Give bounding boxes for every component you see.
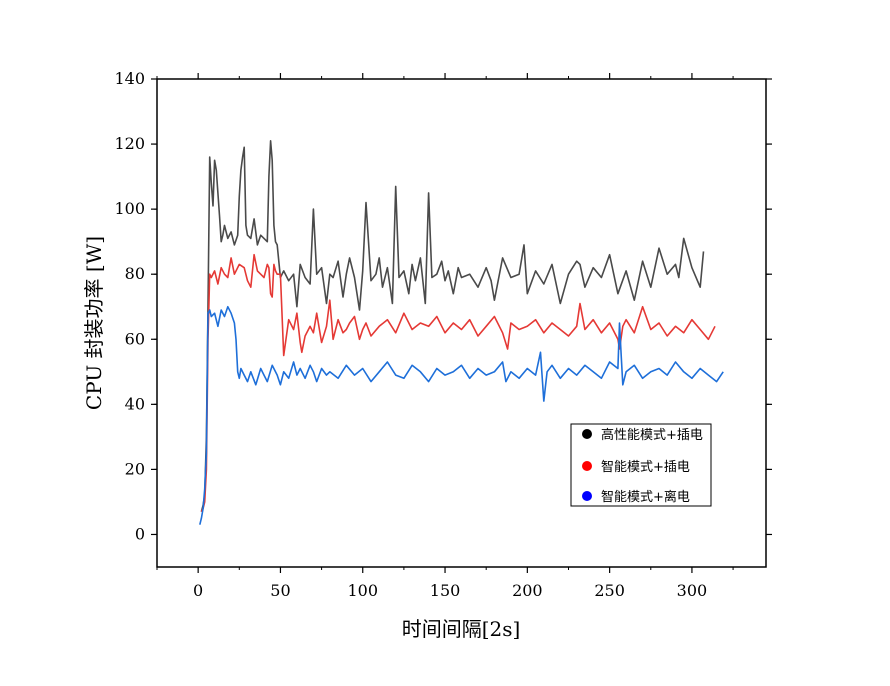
legend-marker-1 bbox=[582, 461, 592, 471]
legend: 高性能模式+插电 智能模式+插电 智能模式+离电 bbox=[570, 423, 712, 507]
y-tick-label: 40 bbox=[125, 394, 145, 413]
x-tick-label: 300 bbox=[677, 581, 708, 600]
x-tick-label: 250 bbox=[594, 581, 625, 600]
legend-marker-2 bbox=[582, 491, 592, 501]
series-lines bbox=[199, 140, 724, 525]
legend-label-2: 智能模式+离电 bbox=[601, 489, 690, 505]
y-tick-label: 20 bbox=[125, 459, 145, 478]
legend-box bbox=[570, 423, 712, 507]
x-tick-label: 50 bbox=[270, 581, 290, 600]
series-line-1 bbox=[200, 253, 716, 513]
y-axis-title: CPU 封装功率 [W] bbox=[82, 236, 106, 410]
x-axis-title: 时间间隔[2s] bbox=[402, 617, 521, 641]
series-line-2 bbox=[199, 305, 724, 525]
x-tick-label: 0 bbox=[193, 581, 203, 600]
legend-label-1: 智能模式+插电 bbox=[601, 460, 690, 475]
x-tick-label: 200 bbox=[512, 581, 543, 600]
y-tick-label: 60 bbox=[125, 329, 145, 348]
axis-ticks: 0 20 40 60 80 100 120 140 0 50 100 150 200 250 300 bbox=[114, 69, 772, 600]
plot-frame bbox=[156, 78, 767, 568]
legend-label-0: 高性能模式+插电 bbox=[601, 427, 703, 443]
legend-marker-0 bbox=[582, 429, 592, 439]
y-tick-label: 120 bbox=[114, 134, 145, 153]
y-tick-label: 100 bbox=[114, 199, 145, 218]
x-tick-label: 150 bbox=[430, 581, 461, 600]
series-line-0 bbox=[200, 140, 705, 512]
y-tick-label: 0 bbox=[135, 524, 145, 543]
y-tick-label: 80 bbox=[125, 264, 145, 283]
y-tick-label: 140 bbox=[114, 69, 145, 88]
x-tick-label: 100 bbox=[347, 581, 378, 600]
